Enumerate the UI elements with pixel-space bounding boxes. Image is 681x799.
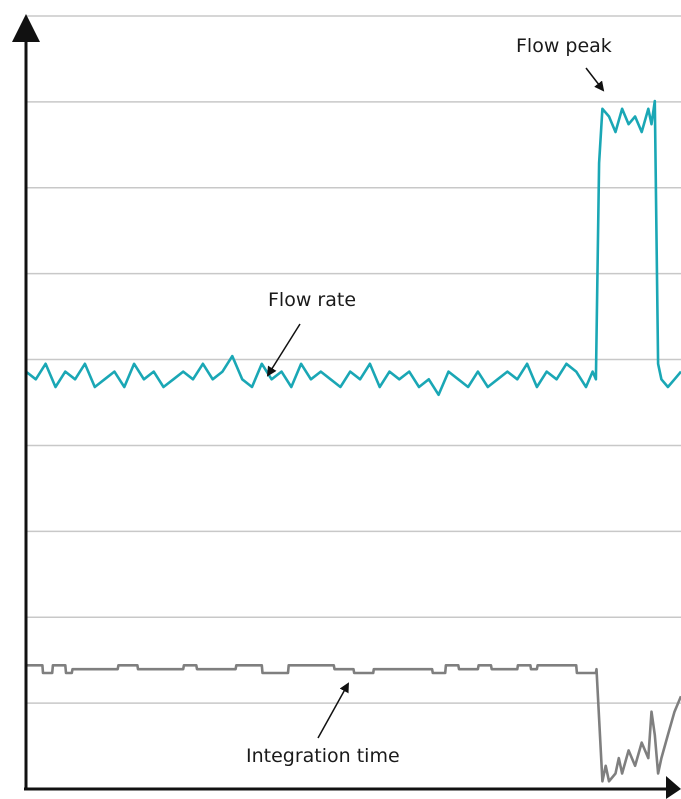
annotation-flow-peak: Flow peak (516, 35, 612, 92)
x-axis-arrow-icon (666, 776, 681, 799)
flow-peak-arrow (585, 67, 605, 92)
flow-rate-arrow (266, 323, 301, 377)
y-axis-arrow-icon (12, 14, 40, 42)
series-line-integration-time (26, 663, 681, 783)
series-group (25, 99, 681, 783)
flow-rate-label: Flow rate (268, 289, 356, 311)
integration-time-arrow (317, 682, 349, 739)
grid (26, 15, 681, 704)
annotation-integration-time: Integration time (246, 682, 400, 767)
series-line-flow-rate (25, 99, 681, 397)
flow-peak-label: Flow peak (516, 35, 612, 57)
integration-time-label: Integration time (246, 745, 400, 767)
annotation-flow-rate: Flow rate (266, 289, 356, 377)
